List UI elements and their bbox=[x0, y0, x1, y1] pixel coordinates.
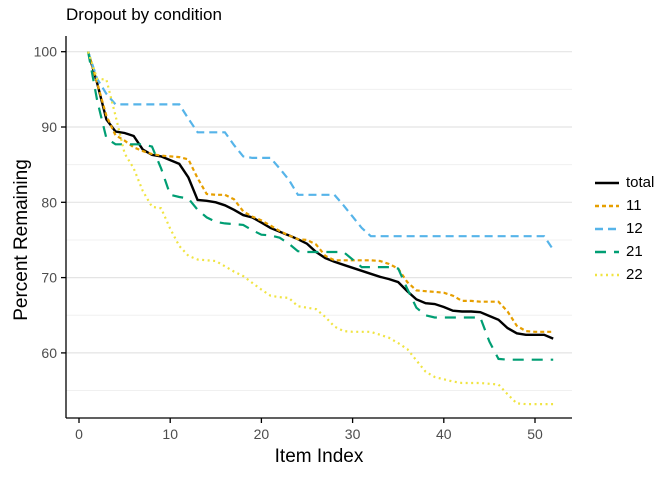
series-line-12 bbox=[87, 51, 555, 251]
x-tick-label: 20 bbox=[254, 426, 270, 442]
series-line-21 bbox=[87, 51, 554, 361]
series-line-22 bbox=[87, 51, 554, 406]
legend-entry-11: 11 bbox=[594, 194, 654, 217]
legend-label: total bbox=[626, 174, 655, 191]
x-tick-label: 40 bbox=[436, 426, 452, 442]
series-line-11 bbox=[87, 51, 554, 333]
y-tick-label: 70 bbox=[41, 270, 57, 286]
legend-label: 11 bbox=[626, 197, 642, 214]
legend-entry-22: 22 bbox=[594, 263, 654, 286]
legend-label: 22 bbox=[626, 266, 643, 283]
legend-entry-total: total bbox=[594, 171, 654, 194]
series-line-total bbox=[86, 51, 554, 340]
y-tick-label: 100 bbox=[34, 44, 58, 60]
y-tick-label: 80 bbox=[41, 194, 57, 210]
x-tick-label: 30 bbox=[345, 426, 361, 442]
y-axis-title: Percent Remaining bbox=[11, 159, 32, 321]
legend: total 11 12 21 22 bbox=[594, 171, 654, 286]
y-tick-label: 90 bbox=[41, 119, 57, 135]
x-tick-label: 10 bbox=[162, 426, 178, 442]
chart-title: Dropout by condition bbox=[66, 5, 222, 24]
legend-label: 12 bbox=[626, 220, 643, 237]
legend-entry-21: 21 bbox=[594, 240, 654, 263]
legend-entry-12: 12 bbox=[594, 217, 654, 240]
legend-key-line bbox=[595, 250, 619, 253]
legend-key-line bbox=[595, 273, 619, 276]
legend-key-line bbox=[595, 204, 619, 207]
x-tick-label: 50 bbox=[527, 426, 543, 442]
legend-key-line bbox=[595, 181, 619, 184]
legend-key-line bbox=[595, 227, 619, 230]
x-tick-label: 0 bbox=[75, 426, 83, 442]
y-tick-label: 60 bbox=[41, 345, 57, 361]
legend-label: 21 bbox=[626, 243, 643, 260]
x-axis-title: Item Index bbox=[274, 446, 364, 467]
